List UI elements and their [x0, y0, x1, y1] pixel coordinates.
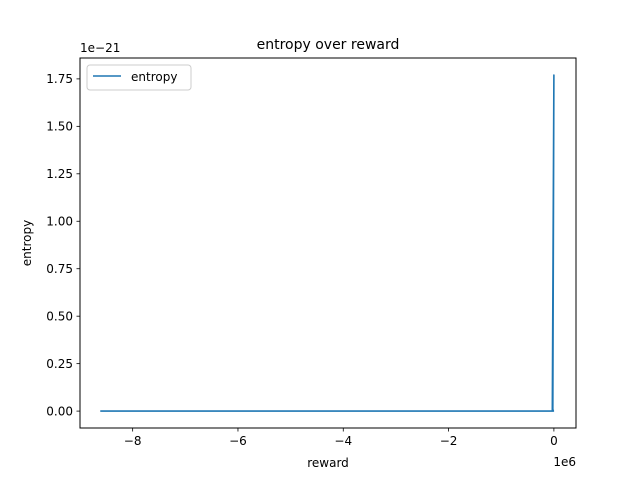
- x-tick-label: −8: [124, 434, 142, 448]
- series-line-entropy: [100, 74, 555, 412]
- x-tick-label: −2: [440, 434, 458, 448]
- y-tick-label: 0.25: [46, 357, 73, 371]
- y-axis-ticks: 0.00 0.25 0.50 0.75 1.00 1.25 1.50 1.75: [46, 72, 80, 418]
- x-tick-label: 0: [550, 434, 558, 448]
- y-tick-label: 1.75: [46, 72, 73, 86]
- chart-title: entropy over reward: [257, 37, 400, 53]
- y-tick-label: 1.25: [46, 167, 73, 181]
- x-axis-label: reward: [307, 456, 349, 470]
- y-offset-label: 1e−21: [80, 41, 120, 55]
- legend-label-entropy: entropy: [131, 70, 177, 84]
- x-offset-label: 1e6: [553, 455, 576, 469]
- axes-frame: [79, 57, 577, 429]
- axes-background: [80, 58, 576, 428]
- legend: entropy: [86, 64, 192, 91]
- x-tick-label: −6: [229, 434, 247, 448]
- y-tick-label: 0.50: [46, 309, 73, 323]
- y-tick-label: 1.50: [46, 120, 73, 134]
- x-tick-label: −4: [334, 434, 352, 448]
- plot-area: [79, 57, 577, 429]
- x-axis-ticks: −8 −6 −4 −2 0: [124, 428, 558, 448]
- series-layer: [100, 74, 555, 412]
- legend-box: [86, 64, 192, 91]
- y-axis-label: entropy: [20, 220, 34, 266]
- y-tick-label: 0.75: [46, 262, 73, 276]
- y-tick-label: 0.00: [46, 404, 73, 418]
- y-tick-label: 1.00: [46, 215, 73, 229]
